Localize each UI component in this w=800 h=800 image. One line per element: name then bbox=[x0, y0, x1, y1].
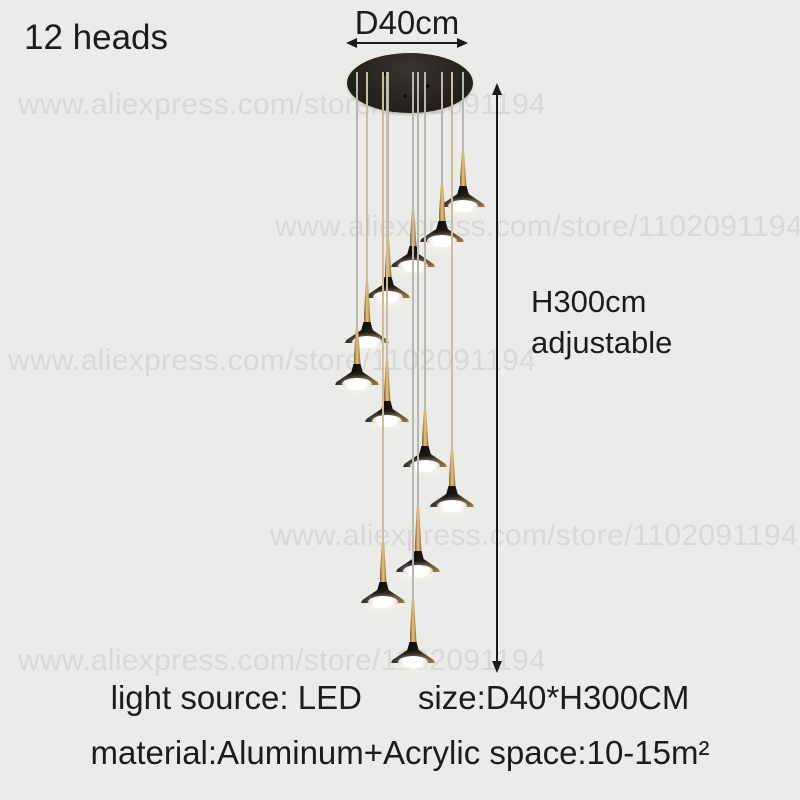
watermark-text: www.aliexpress.com/store/1102091194 bbox=[270, 519, 798, 552]
arrowhead-up-icon bbox=[492, 83, 502, 95]
height-value: H300cm bbox=[531, 284, 647, 319]
pendant-rod bbox=[448, 450, 456, 486]
height-dimension-line bbox=[496, 93, 498, 663]
pendant-wire bbox=[386, 72, 388, 361]
diameter-label: D40cm bbox=[354, 4, 460, 41]
pendant-light bbox=[352, 336, 382, 348]
height-adjustable: adjustable bbox=[531, 324, 673, 360]
pendant-rod bbox=[459, 152, 467, 186]
pendant-light bbox=[372, 415, 402, 427]
pendant-light bbox=[437, 500, 467, 512]
arrowhead-down-icon bbox=[492, 661, 502, 673]
pendant-wire bbox=[412, 72, 414, 600]
height-label: H300cm adjustable bbox=[531, 282, 672, 364]
pendant-rod bbox=[438, 185, 446, 221]
arrowhead-right-icon bbox=[457, 38, 468, 48]
pendant-rod bbox=[363, 282, 371, 322]
pendant-light bbox=[403, 565, 433, 577]
pendant-wire bbox=[462, 72, 464, 152]
diameter-dimension-line bbox=[354, 42, 460, 44]
heads-count-label: 12 heads bbox=[24, 18, 169, 57]
pendant-rod bbox=[421, 410, 429, 446]
pendant-rod bbox=[379, 542, 387, 582]
material-spec: material:Aluminum+Acrylic space:10-15m² bbox=[90, 734, 710, 771]
pendant-light bbox=[448, 200, 478, 212]
pendant-rod bbox=[414, 507, 422, 551]
pendant-light bbox=[398, 656, 428, 668]
pendant-wire bbox=[441, 72, 443, 185]
spec-row-1: light source: LED size:D40*H300CM bbox=[0, 679, 800, 717]
pendant-wire bbox=[451, 72, 453, 450]
pendant-wire bbox=[387, 72, 389, 239]
size-spec: size:D40*H300CM bbox=[417, 679, 690, 716]
pendant-wire bbox=[424, 72, 426, 410]
pendant-light bbox=[342, 378, 372, 390]
pendant-light bbox=[427, 235, 457, 247]
pendant-light bbox=[368, 596, 398, 608]
pendant-rod bbox=[353, 328, 361, 364]
pendant-rod bbox=[384, 239, 392, 277]
pendant-rod bbox=[409, 600, 417, 642]
pendant-wire bbox=[356, 72, 358, 328]
pendant-wire bbox=[417, 72, 419, 507]
arrowhead-left-icon bbox=[346, 38, 357, 48]
pendant-light bbox=[373, 291, 403, 303]
watermark-text: www.aliexpress.com/store/1102091194 bbox=[18, 644, 546, 677]
watermark-text: www.aliexpress.com/store/1102091194 bbox=[275, 210, 800, 243]
pendant-rod bbox=[383, 361, 391, 401]
pendant-wire bbox=[382, 72, 384, 542]
light-source-spec: light source: LED bbox=[110, 679, 362, 716]
pendant-wire bbox=[366, 72, 368, 282]
watermark-text: www.aliexpress.com/store/1102091194 bbox=[8, 344, 536, 377]
